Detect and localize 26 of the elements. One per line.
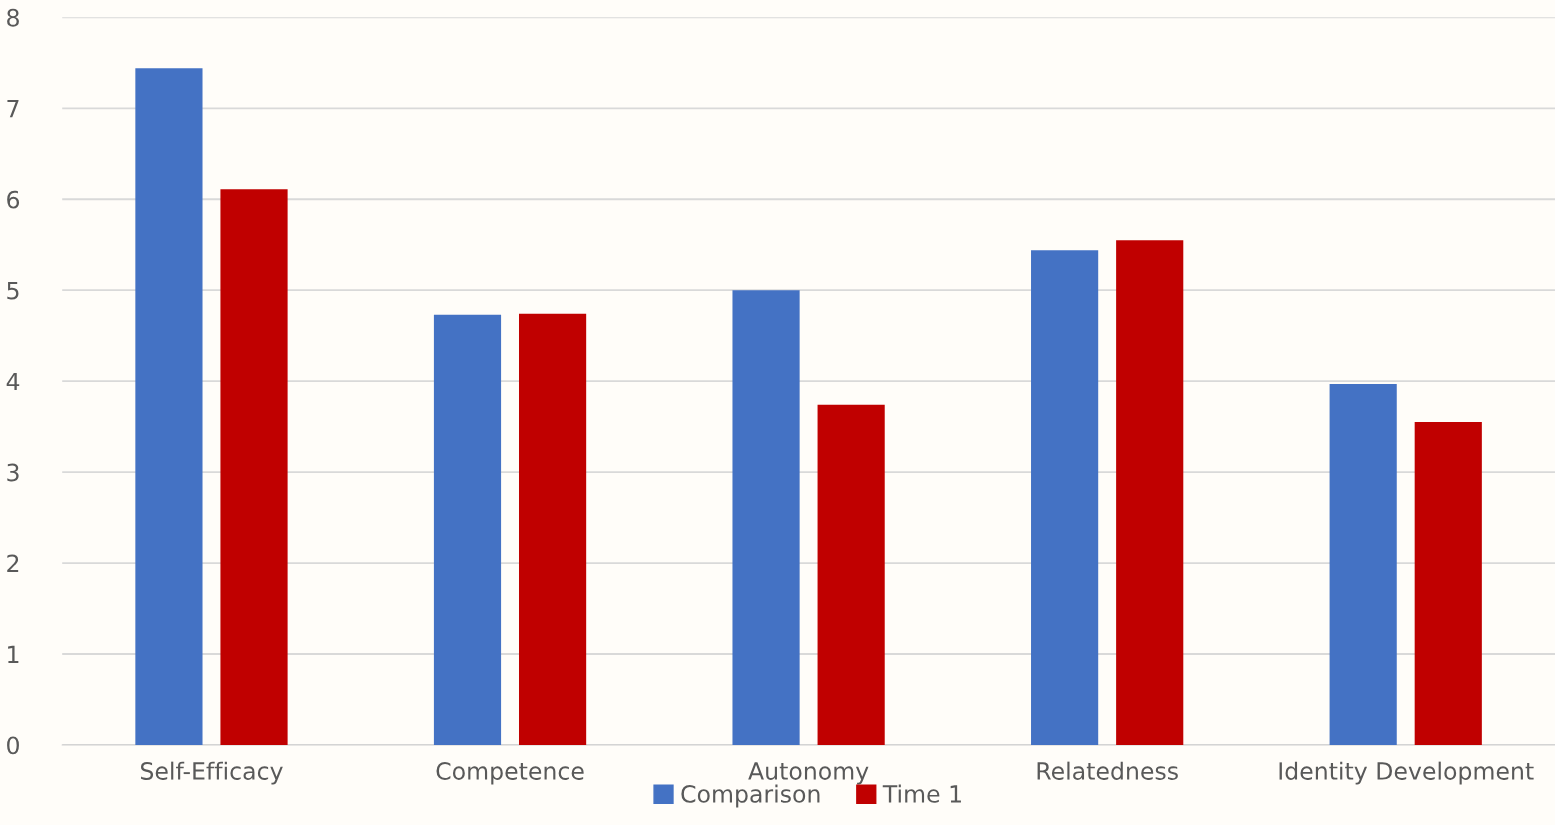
x-tick-label: Self-Efficacy: [140, 761, 283, 785]
y-tick-label: 6: [7, 190, 20, 209]
y-tick-label: 0: [7, 736, 19, 755]
y-tick-label: 7: [7, 100, 19, 118]
bar: [1329, 383, 1397, 745]
bar: [732, 290, 800, 745]
bar: [519, 313, 587, 745]
y-tick-label: 3: [7, 463, 19, 482]
legend-label: Time 1: [882, 784, 961, 803]
bar: [220, 189, 288, 745]
y-tick-label: 2: [7, 554, 19, 573]
x-tick-label: Autonomy: [748, 762, 869, 785]
bar: [1031, 250, 1099, 745]
y-tick-label: 5: [7, 281, 19, 300]
bar: [1414, 422, 1482, 745]
bar: [135, 68, 203, 745]
y-tick-label: 1: [8, 645, 19, 663]
x-tick-label: Identity Development: [1279, 761, 1534, 785]
y-tick-label: 4: [6, 372, 20, 391]
legend-label: Comparison: [681, 784, 820, 808]
bar: [433, 314, 502, 745]
x-tick-label: Competence: [436, 762, 584, 785]
y-tick-label: 8: [7, 8, 19, 27]
bar: [1116, 240, 1184, 745]
bar: [817, 404, 885, 745]
x-tick-label: Relatedness: [1037, 761, 1178, 780]
